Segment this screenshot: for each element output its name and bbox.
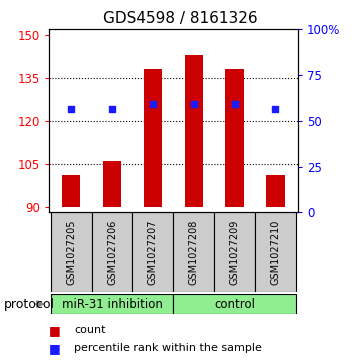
Bar: [132, 212, 173, 292]
Text: GDS4598 / 8161326: GDS4598 / 8161326: [103, 11, 258, 26]
Bar: [266, 175, 284, 207]
Text: ■: ■: [49, 324, 61, 337]
Point: [68, 106, 74, 112]
Bar: [255, 212, 296, 292]
Bar: [144, 69, 162, 207]
Bar: [214, 212, 255, 292]
Bar: [225, 69, 244, 207]
Point: [232, 101, 238, 106]
Bar: [103, 161, 121, 207]
Text: GSM1027205: GSM1027205: [66, 220, 76, 285]
Text: GSM1027206: GSM1027206: [107, 220, 117, 285]
Text: miR-31 inhibition: miR-31 inhibition: [62, 298, 162, 310]
Point: [150, 101, 156, 106]
Bar: [173, 212, 214, 292]
Bar: [62, 175, 81, 207]
Text: percentile rank within the sample: percentile rank within the sample: [74, 343, 262, 354]
Text: GSM1027208: GSM1027208: [189, 220, 199, 285]
Text: GSM1027207: GSM1027207: [148, 220, 158, 285]
Text: GSM1027209: GSM1027209: [230, 220, 240, 285]
Text: count: count: [74, 325, 105, 335]
Bar: [173, 294, 296, 314]
Text: GSM1027210: GSM1027210: [270, 220, 280, 285]
Point: [273, 106, 278, 112]
Bar: [184, 55, 203, 207]
Point: [191, 101, 197, 106]
Bar: [51, 294, 173, 314]
Text: ■: ■: [49, 342, 61, 355]
Bar: [92, 212, 132, 292]
Point: [109, 106, 115, 112]
Text: protocol: protocol: [4, 298, 55, 310]
Text: control: control: [214, 298, 255, 310]
Bar: [51, 212, 92, 292]
